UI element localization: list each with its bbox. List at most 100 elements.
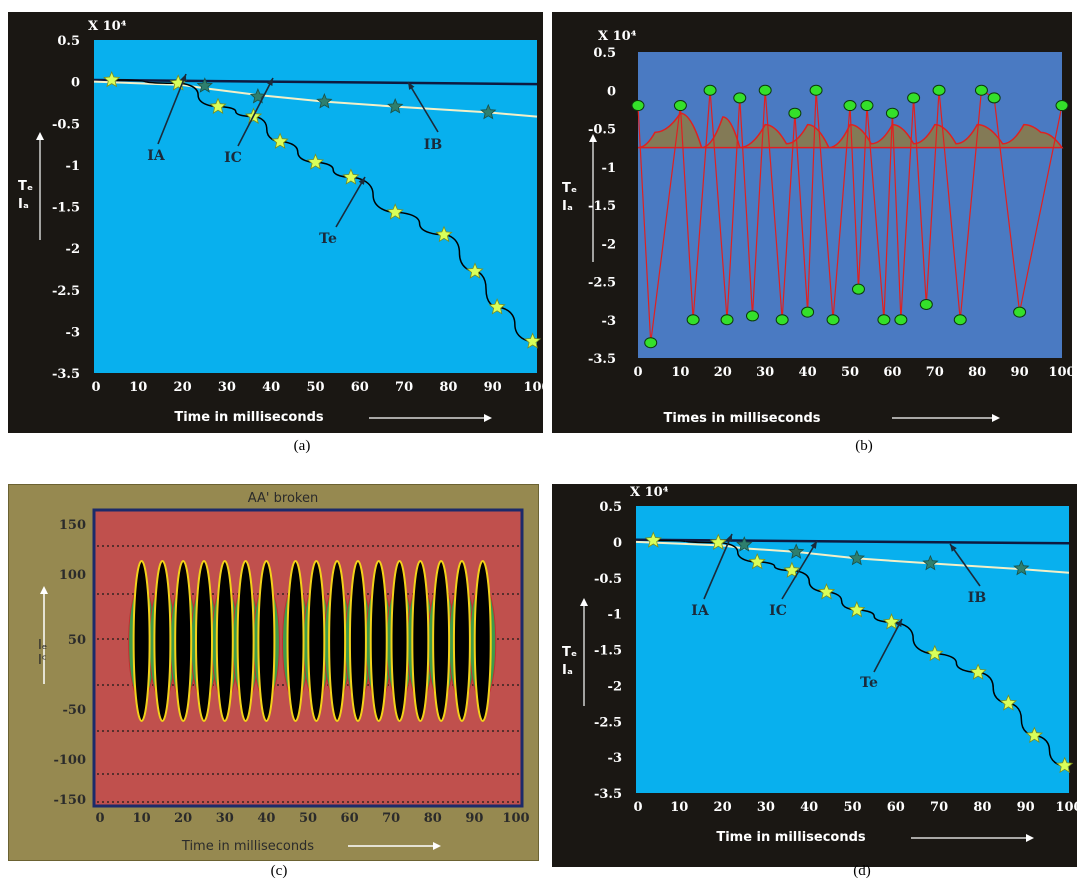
x-tick-label: 0 xyxy=(95,811,104,826)
y-tick-label: -3.5 xyxy=(594,787,622,802)
annotation-arrow-head xyxy=(408,82,415,90)
annotation-arrow xyxy=(781,540,818,600)
x-tick-label: 60 xyxy=(883,365,901,380)
y-tick-label: 0 xyxy=(71,76,80,91)
y-tick-label: -2 xyxy=(602,237,616,252)
marker-point xyxy=(1013,306,1027,318)
oscillation-spike xyxy=(215,560,234,722)
marker-point xyxy=(809,84,823,96)
x-tick-label: 10 xyxy=(671,365,689,380)
y-tick-label: -100 xyxy=(53,753,86,768)
marker-point xyxy=(907,92,921,104)
x-axis-arrow-head xyxy=(1026,834,1034,842)
y-tick-label: -1 xyxy=(608,608,622,623)
annotation-Te: Te xyxy=(319,231,337,247)
x-tick-label: 10 xyxy=(129,380,147,395)
annotation-IA: IA xyxy=(691,603,710,619)
oscillation-spike xyxy=(286,560,305,722)
Te-star-point xyxy=(783,561,801,578)
x-tick-label: 30 xyxy=(757,800,775,815)
y-tick-label: -0.5 xyxy=(588,123,616,138)
y-tick-label: -3.5 xyxy=(52,367,80,382)
marker-point xyxy=(631,100,645,112)
annotation-IB: IB xyxy=(968,590,987,606)
Te-star-point xyxy=(926,644,944,662)
panel-c: AA' broken 150 100 50 -50 -100 -150 0 10 20 30 40 50… xyxy=(8,484,539,861)
chart-a: X 10⁴ 0.5 0 -0.5 -1 -1.5 -2 -2.5 -3 -3.5 0 10 20 30 40… xyxy=(8,12,543,433)
annotation-arrow xyxy=(873,618,903,673)
Te-star-point xyxy=(999,694,1017,711)
chart-title: AA' broken xyxy=(248,491,318,506)
IC-star-point xyxy=(848,549,865,566)
x-tick-label: 40 xyxy=(800,800,818,815)
marker-point xyxy=(919,298,933,310)
x-tick-label: 80 xyxy=(439,380,457,395)
x-tick-label: 0 xyxy=(91,380,100,395)
y-tick-label: -2 xyxy=(66,242,80,257)
marker-point xyxy=(720,314,734,326)
y-tick-label: -2.5 xyxy=(52,284,80,299)
y-axis-arrow-head xyxy=(36,132,44,140)
annotation-IB: IB xyxy=(424,137,443,153)
x-tick-label: 90 xyxy=(1011,365,1029,380)
IC-star-point xyxy=(196,77,213,93)
oscillation-spike xyxy=(174,560,193,722)
y-tick-label: -50 xyxy=(63,703,87,718)
y-tick-label: -2 xyxy=(608,679,622,694)
y-tick-label: -3 xyxy=(66,325,80,340)
Te-star-point xyxy=(524,332,542,349)
marker-point xyxy=(758,84,772,96)
y-tick-label: 50 xyxy=(68,633,86,648)
Te-star-point xyxy=(488,298,506,315)
y-tick-label: -150 xyxy=(53,793,86,808)
exponent-label: X 10⁴ xyxy=(88,19,127,34)
Te-star-point xyxy=(1025,726,1043,743)
marker-point xyxy=(788,107,802,119)
x-tick-label: 60 xyxy=(887,800,905,815)
x-axis-label: Times in milliseconds xyxy=(663,411,820,426)
marker-point xyxy=(644,337,658,349)
x-axis-label: Time in milliseconds xyxy=(174,410,324,425)
x-axis-label: Time in milliseconds xyxy=(716,830,866,845)
x-tick-label: 70 xyxy=(930,800,948,815)
Te-star-point xyxy=(882,613,901,630)
oscillation-spike xyxy=(328,560,347,722)
envelope-area xyxy=(637,112,1064,149)
marker-point xyxy=(1055,100,1069,112)
x-tick-label: 80 xyxy=(968,365,986,380)
IC-star-point xyxy=(316,93,333,109)
annotation-arrow xyxy=(949,543,981,587)
y-tick-label: -1.5 xyxy=(52,201,80,216)
IC-star-point xyxy=(480,103,497,120)
y-axis-label: Tₑ xyxy=(562,645,577,660)
marker-point xyxy=(987,92,1001,104)
x-tick-label: 90 xyxy=(484,380,502,395)
chart-c: AA' broken 150 100 50 -50 -100 -150 0 10 20 30 40 50… xyxy=(8,484,539,861)
marker-point xyxy=(745,310,759,322)
annotation-arrow-head xyxy=(726,534,732,542)
x-axis-label: Time in milliseconds xyxy=(181,839,314,854)
oscillation-spike xyxy=(132,560,151,722)
x-tick-label: 100 xyxy=(502,811,529,826)
x-tick-label: 50 xyxy=(306,380,324,395)
x-tick-label: 60 xyxy=(341,811,359,826)
oscillation-spike xyxy=(153,560,172,722)
Te-star-point xyxy=(306,153,325,170)
IC-star-point xyxy=(788,543,805,559)
marker-point xyxy=(894,314,908,326)
x-tick-label: 100 xyxy=(1055,800,1077,815)
oscillation-spike xyxy=(432,560,451,722)
y-tick-label: -1 xyxy=(602,161,616,176)
chart-b: X 10⁴ 0.5 0 -0.5 -1 -1.5 -2 -2.5 -3 -3.5 0 10 20 30 40… xyxy=(552,12,1072,433)
y-tick-label: -0.5 xyxy=(594,572,622,587)
series-IB-line xyxy=(635,538,1070,545)
Te-star-point xyxy=(748,552,766,570)
IC-star-point xyxy=(736,536,753,552)
x-tick-label: 40 xyxy=(799,365,817,380)
Te-star-point xyxy=(709,533,727,550)
y-tick-label: -1.5 xyxy=(594,644,622,659)
annotation-arrow-head xyxy=(950,544,957,552)
y-axis-label: Iᶜ xyxy=(38,653,47,668)
x-axis-arrow-head xyxy=(992,414,1000,422)
x-tick-label: 10 xyxy=(133,811,151,826)
